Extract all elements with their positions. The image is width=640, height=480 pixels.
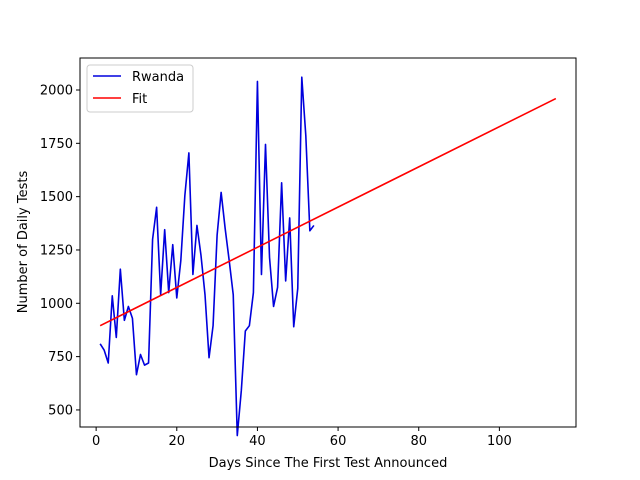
x-tick-label: 0 <box>92 434 100 449</box>
x-axis: 0 20 40 60 80 100 <box>92 427 512 449</box>
axes-frame <box>79 57 577 428</box>
y-tick-label: 500 <box>48 403 73 418</box>
series-line-rwanda <box>99 76 315 437</box>
x-tick-label: 20 <box>169 434 186 449</box>
x-tick-label: 60 <box>330 434 347 449</box>
y-tick-label: 1250 <box>40 243 73 258</box>
legend: Rwanda Fit <box>86 64 194 113</box>
y-axis: 500 750 1000 1250 1500 1750 2000 <box>40 83 80 418</box>
y-tick-label: 1500 <box>40 190 73 205</box>
x-tick-label: 100 <box>487 434 512 449</box>
y-tick-label: 750 <box>48 350 73 365</box>
series-layer <box>99 76 557 437</box>
x-tick-label: 80 <box>410 434 427 449</box>
y-tick-label: 1750 <box>40 137 73 152</box>
y-tick-label: 1000 <box>40 297 73 312</box>
legend-label-fit: Fit <box>132 92 147 107</box>
legend-label-rwanda: Rwanda <box>132 70 184 85</box>
y-tick-label: 2000 <box>40 83 73 98</box>
plot-area <box>80 58 576 427</box>
x-axis-label: Days Since The First Test Announced <box>209 456 448 471</box>
x-tick-label: 40 <box>249 434 266 449</box>
y-axis-label: Number of Daily Tests <box>16 171 31 314</box>
series-line-fit <box>99 97 557 327</box>
